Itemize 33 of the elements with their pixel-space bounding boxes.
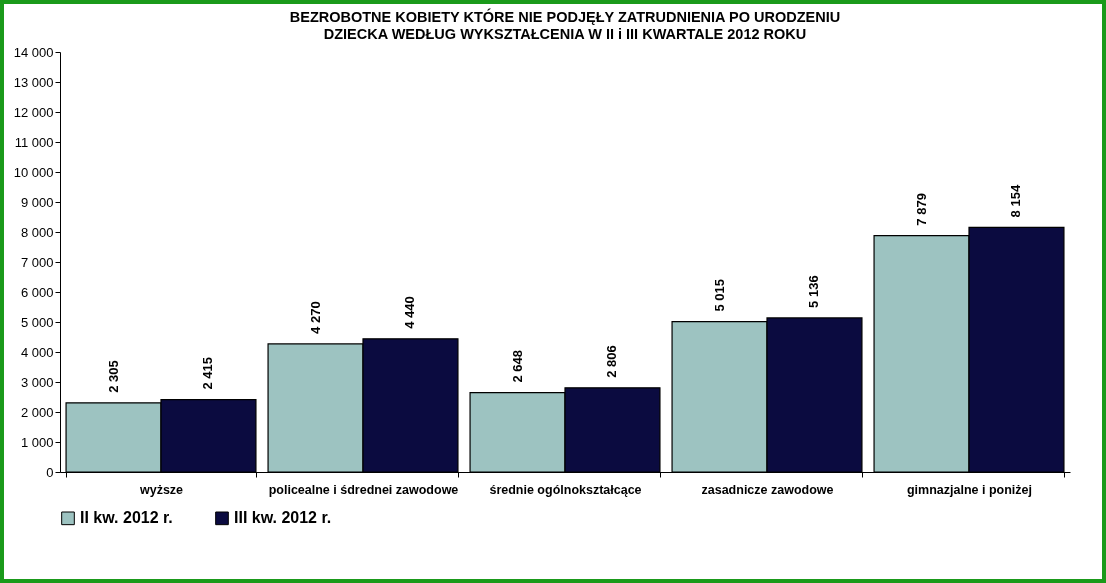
data-label: 8 154 bbox=[1008, 184, 1024, 218]
x-tick-label: policealne i śdrednei zawodowe bbox=[268, 482, 459, 497]
y-tick-label: 7 000 bbox=[20, 254, 54, 270]
data-label: 5 015 bbox=[711, 279, 727, 312]
data-label: 5 136 bbox=[806, 275, 822, 308]
y-tick-label: 9 000 bbox=[20, 194, 54, 210]
legend-label: II kw. 2012 r. bbox=[80, 509, 173, 527]
y-tick-label: 6 000 bbox=[20, 284, 54, 300]
y-tick-label: 4 000 bbox=[20, 344, 54, 360]
data-label: 2 415 bbox=[200, 357, 216, 390]
y-tick-label: 1 000 bbox=[20, 434, 54, 450]
legend-label: III kw. 2012 r. bbox=[234, 509, 332, 527]
y-tick-label: 14 000 bbox=[13, 44, 54, 60]
data-label: 4 440 bbox=[402, 296, 418, 329]
data-label: 7 879 bbox=[913, 193, 929, 226]
chart-title: BEZROBOTNE KOBIETY KTÓRE NIE PODJĘŁY ZATRUDNIENIA PO URODZENIU DZIECKA WEDŁUG WYKSZTAŁCENIA W II i III KWARTALE 2012 ROKU bbox=[289, 7, 841, 42]
y-tick-label: 2 000 bbox=[20, 404, 54, 420]
y-tick-label: 13 000 bbox=[13, 74, 54, 90]
y-tick-label: 11 000 bbox=[14, 134, 54, 150]
y-tick-label: 5 000 bbox=[20, 314, 54, 330]
data-label: 2 648 bbox=[509, 350, 525, 383]
x-tick-label: zasadnicze zawodowe bbox=[701, 482, 834, 497]
x-tick-label: średnie ogólnokształcące bbox=[489, 482, 642, 497]
y-tick-label: 8 000 bbox=[20, 224, 54, 240]
x-tick-label: wyższe bbox=[138, 482, 184, 497]
data-label: 4 270 bbox=[307, 301, 323, 334]
y-tick-label: 10 000 bbox=[13, 164, 54, 180]
x-tick-label: gimnazjalne i poniżej bbox=[906, 482, 1033, 497]
data-label: 2 305 bbox=[105, 360, 121, 393]
y-tick-label: 12 000 bbox=[13, 104, 54, 120]
y-tick-label: 0 bbox=[46, 464, 54, 480]
data-label: 2 806 bbox=[604, 345, 620, 378]
y-tick-label: 3 000 bbox=[20, 374, 54, 390]
